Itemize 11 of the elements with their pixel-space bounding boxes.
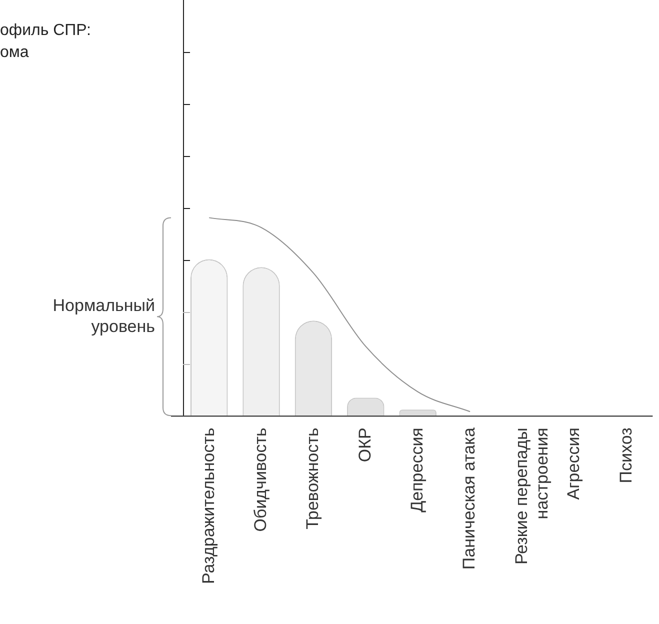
x-tick-label: Обидчивость: [250, 427, 270, 532]
x-tick-label: ОКР: [355, 428, 374, 462]
x-tick-label: Агрессия: [564, 428, 584, 500]
x-tick-label: Психоз: [616, 427, 636, 484]
text: Нормальный уровень: [52, 296, 156, 336]
x-tick-label: Тревожность: [303, 427, 322, 530]
x-tick-label: Раздражительность: [198, 427, 218, 584]
x-tick-label: Резкие перепады настроения: [512, 428, 552, 565]
x-tick-label: Депрессия: [408, 428, 427, 512]
chart-title: офиль СПР: ома: [0, 21, 91, 63]
x-tick-label: Паническая атака: [460, 427, 479, 570]
